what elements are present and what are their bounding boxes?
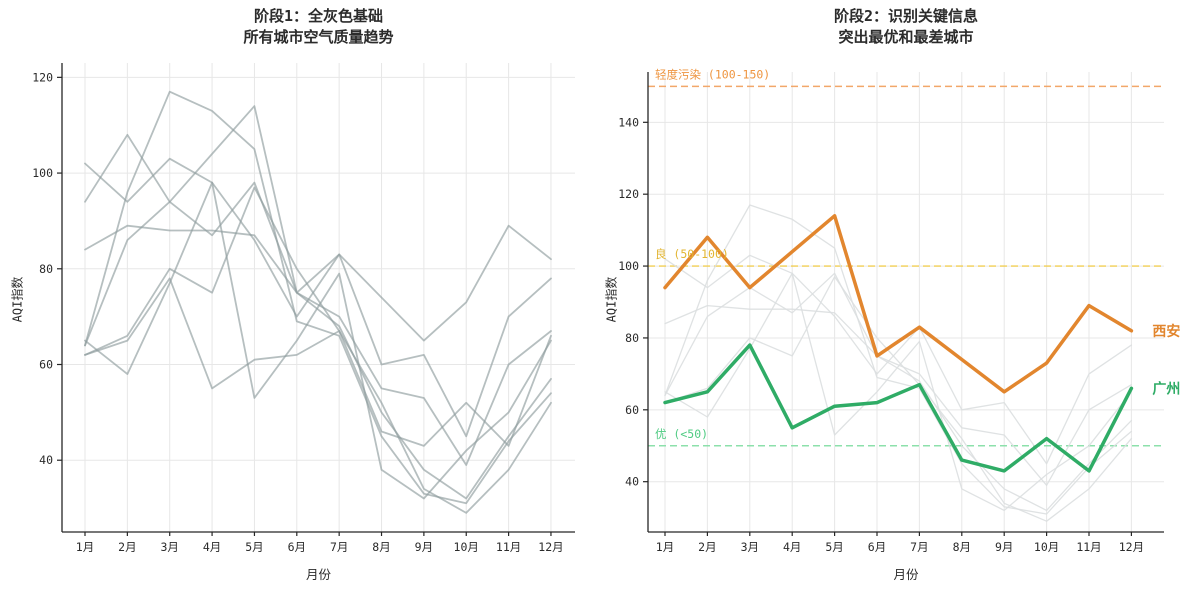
series-line-gray-5: [664, 272, 1133, 486]
x-tick-label: 5月: [245, 540, 263, 554]
series-line-gray-3: [664, 204, 1133, 515]
series-line-gray-2: [664, 304, 1133, 512]
x-tick-label: 11月: [1076, 540, 1101, 554]
x-tick-label: 11月: [496, 540, 521, 554]
x-tick-label: 3月: [161, 540, 179, 554]
y-tick-label: 60: [39, 358, 53, 372]
x-tick-label: 7月: [330, 540, 348, 554]
x-tick-label: 12月: [1119, 540, 1144, 554]
x-tick-label: 12月: [538, 540, 563, 554]
y-tick-label: 80: [39, 262, 53, 276]
chart1-title: 阶段1：全灰色基础 所有城市空气质量趋势: [62, 6, 575, 48]
series-line-西安: [663, 214, 1134, 394]
series-line-广州: [663, 343, 1134, 473]
y-tick-label: 140: [618, 115, 639, 129]
series-line-gray-4: [664, 272, 1133, 512]
y-tick-label: 120: [32, 70, 53, 84]
chart2-x-axis-label: 月份: [893, 567, 919, 582]
x-tick-label: 5月: [825, 540, 843, 554]
reference-line-label: 优 (<50): [655, 427, 708, 441]
chart2-title-line2: 突出最优和最差城市: [838, 28, 974, 46]
series-line-西安: [84, 105, 552, 342]
x-tick-label: 2月: [118, 540, 136, 554]
x-tick-label: 4月: [203, 540, 221, 554]
chart1-title-line1: 阶段1：全灰色基础: [253, 7, 384, 25]
series-line-gray-2: [84, 224, 552, 500]
x-tick-label: 6月: [868, 540, 886, 554]
x-tick-label: 3月: [741, 540, 759, 554]
y-tick-label: 40: [625, 475, 639, 489]
series-line-gray-3: [84, 90, 552, 505]
x-tick-label: 7月: [910, 540, 928, 554]
series-line-gray-1: [664, 254, 1133, 465]
series-end-label-广州: 广州: [1152, 380, 1180, 397]
series-line-gray-6: [664, 276, 1133, 522]
y-tick-label: 60: [625, 403, 639, 417]
chart-panel-2: 1月 2月 3月 4月 5月 6月 7月 8月 9月 10月 11月 12月 40 60 80 100 120 1…: [618, 67, 1180, 554]
x-tick-label: 6月: [288, 540, 306, 554]
reference-line-label: 良 (50-100): [655, 247, 729, 261]
y-tick-label: 80: [625, 331, 639, 345]
chart1-x-axis-label: 月份: [305, 567, 331, 582]
series-line-广州: [84, 277, 552, 447]
y-tick-label: 100: [618, 259, 639, 273]
series-line-gray-1: [84, 157, 552, 438]
chart-panel-1: 1月 2月 3月 4月 5月 6月 7月 8月 9月 10月 11月 12月 40 60 80 100 120: [32, 63, 575, 554]
x-tick-label: 10月: [454, 540, 479, 554]
x-tick-label: 10月: [1034, 540, 1059, 554]
chart2-title: 阶段2：识别关键信息 突出最优和最差城市: [648, 6, 1164, 48]
y-tick-label: 100: [32, 166, 53, 180]
x-tick-label: 4月: [783, 540, 801, 554]
x-tick-label: 1月: [656, 540, 674, 554]
series-line-gray-6: [84, 186, 552, 514]
x-tick-label: 1月: [76, 540, 94, 554]
reference-line-label: 轻度污染 (100-150): [655, 67, 770, 81]
x-tick-label: 8月: [372, 540, 390, 554]
chart2-title-line1: 阶段2：识别关键信息: [833, 7, 979, 25]
x-tick-label: 9月: [995, 540, 1013, 554]
series-end-label-西安: 西安: [1152, 323, 1180, 340]
x-tick-label: 2月: [698, 540, 716, 554]
series-line-gray-4: [84, 181, 552, 500]
y-tick-label: 40: [39, 453, 53, 467]
series-line-gray-5: [84, 181, 552, 466]
chart1-title-line2: 所有城市空气质量趋势: [243, 28, 394, 46]
x-tick-label: 9月: [415, 540, 433, 554]
y-tick-label: 120: [618, 187, 639, 201]
x-tick-label: 8月: [953, 540, 971, 554]
